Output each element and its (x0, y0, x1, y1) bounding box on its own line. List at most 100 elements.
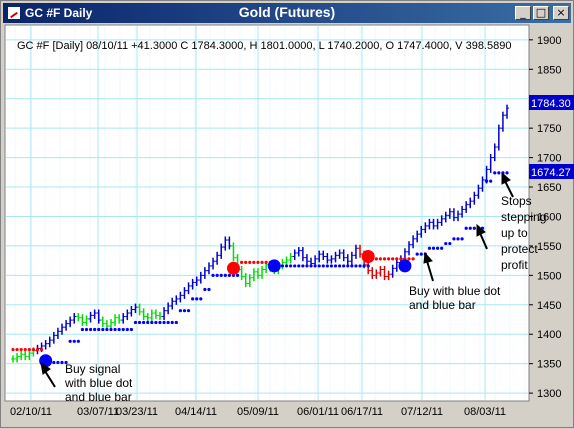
stop-dot (215, 273, 219, 277)
stop-dot (125, 327, 129, 332)
x-tick-label: 04/14/11 (175, 406, 217, 418)
stop-dot (248, 260, 252, 264)
stop-dot (489, 179, 493, 183)
stop-dot (493, 171, 497, 175)
arrow-stops-upper (504, 180, 514, 198)
stop-dot (68, 339, 72, 343)
stop-dot (399, 257, 403, 261)
stop-dot (289, 264, 293, 268)
stop-dot (280, 264, 285, 268)
stop-dot (174, 320, 178, 325)
chart-app-icon (7, 6, 21, 20)
stop-dot (427, 246, 432, 250)
arrow-buy-signal-head (40, 361, 51, 375)
stop-dot (407, 257, 411, 261)
stop-dot (435, 246, 440, 250)
stop-dot (162, 320, 166, 325)
stop-dot (358, 264, 362, 268)
stop-dot (211, 273, 215, 277)
stop-price-box (529, 164, 574, 179)
stop-dot (191, 297, 195, 301)
stop-dot (158, 320, 162, 325)
stop-dot (395, 257, 399, 261)
stop-dot (264, 260, 268, 264)
minimize-button[interactable]: _ (515, 6, 531, 20)
annotation-buy-line2: with blue dot (64, 376, 133, 390)
stop-dot (252, 260, 256, 264)
window-title: GC #F Daily (25, 6, 93, 20)
stop-dot (60, 360, 64, 365)
stop-dot (378, 257, 383, 261)
stop-dot (39, 347, 44, 352)
stop-dot (452, 237, 456, 241)
x-tick-label: 06/17/11 (341, 406, 383, 418)
stop-dot (374, 257, 378, 261)
stop-dot (440, 246, 444, 250)
stop-dot (56, 360, 60, 365)
x-tick-label: 02/10/11 (10, 406, 52, 418)
stop-dot (199, 297, 203, 301)
stop-dot (444, 241, 448, 246)
stop-dot (137, 320, 142, 325)
stop-dot (84, 327, 89, 332)
stop-dot (129, 327, 133, 332)
arrow-buy-signal (44, 370, 56, 388)
stop-dot (154, 320, 158, 325)
stop-dot (195, 297, 199, 301)
stop-dot (468, 226, 472, 230)
stop-dot (97, 327, 101, 332)
stop-dot (366, 264, 370, 268)
stop-dot (321, 264, 325, 268)
grid (6, 26, 528, 400)
stop-dot (105, 327, 109, 332)
stop-dot (31, 347, 36, 352)
y-tick-label: 1700 (537, 153, 561, 165)
stop-dot (333, 264, 338, 268)
x-tick-label: 05/09/11 (237, 406, 279, 418)
plot-area (4, 24, 530, 402)
stop-dot (52, 360, 56, 365)
x-tick-label: 03/23/11 (116, 406, 158, 418)
annotation-stops-line5: profit (501, 258, 528, 272)
stop-dot (121, 327, 125, 332)
title-bar[interactable]: GC #F Daily Gold (Futures) _ □ × (3, 3, 571, 23)
stop-price-label: 1674.27 (531, 167, 571, 179)
stop-dot (142, 320, 146, 325)
stop-dot (203, 287, 207, 292)
stop-dot (166, 320, 170, 325)
stop-dot (240, 260, 244, 264)
y-tick-label: 1750 (537, 123, 561, 135)
stop-dot (27, 347, 31, 352)
stop-dot (350, 264, 354, 268)
stop-dot (317, 264, 321, 268)
maximize-button[interactable]: □ (533, 6, 549, 20)
annotation-buy2-line1: Buy with blue dot (409, 284, 501, 298)
arrow-stops-lower (479, 232, 488, 250)
y-tick-label: 1450 (537, 300, 561, 312)
stop-dot (19, 347, 23, 352)
stop-dot (260, 260, 264, 264)
arrow-stops-upper-head (501, 171, 511, 185)
annotation-buy-line3: and blue bar (65, 390, 132, 404)
stop-dot (186, 309, 191, 313)
arrow-stops-lower-head (476, 223, 486, 237)
stop-dot (460, 237, 464, 241)
ohlc-bars (11, 104, 509, 363)
close-button[interactable]: × (553, 6, 569, 20)
stop-dot (109, 327, 113, 332)
signal-dot-red (226, 261, 240, 275)
stop-dot (297, 264, 301, 268)
y-tick-label: 1600 (537, 211, 561, 223)
y-tick-label: 1550 (537, 241, 561, 253)
annotation-buy-line1: Buy signal (65, 362, 120, 376)
y-tick-label: 1400 (537, 329, 561, 341)
stop-dot (456, 237, 460, 241)
stop-dot (313, 264, 317, 268)
stop-dot (35, 347, 40, 352)
stop-dot (227, 273, 231, 277)
y-tick-label: 1650 (537, 182, 561, 194)
stop-dot (338, 264, 342, 268)
stop-dot (419, 252, 423, 256)
